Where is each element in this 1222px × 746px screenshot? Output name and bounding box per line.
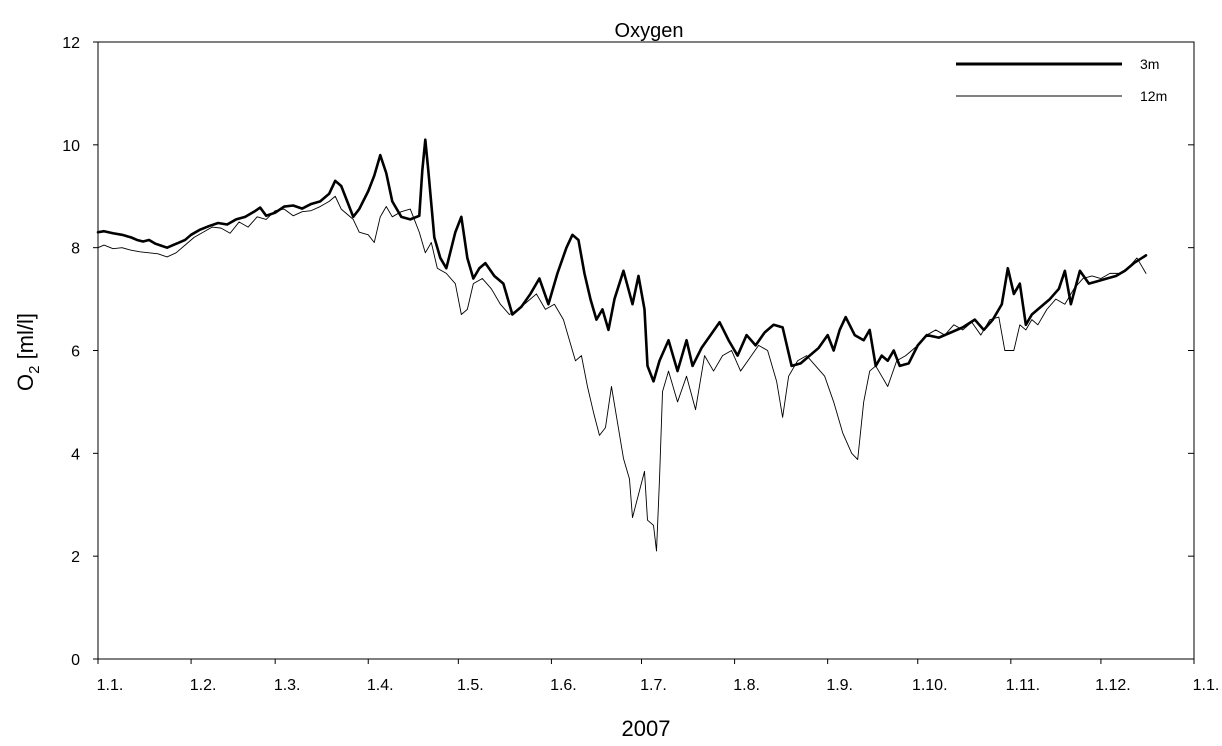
x-tick-label-12: 1.1. [1193,677,1220,694]
x-tick-label-9: 1.10. [912,677,948,694]
y-tick-label-6: 6 [71,344,80,361]
y-tick-label-4: 4 [71,446,80,463]
y-tick-label-2: 2 [71,549,80,566]
y-axis-title-main: O [13,374,38,391]
y-axis-ticks: 0 2 4 6 8 10 12 [62,35,1194,669]
x-tick-label-8: 1.9. [826,677,853,694]
series-layer [96,138,1148,552]
x-tick-label-6: 1.7. [640,677,667,694]
y-axis-title-subscript: 2 [26,366,43,374]
series-line-3m [96,138,1148,383]
y-axis-title-unit: [ml/l] [13,313,38,366]
x-tick-label-10: 1.11. [1006,677,1040,694]
x-tick-label-4: 1.5. [457,677,484,694]
x-axis-ticks: 1.1. 1.2. 1.3. 1.4. 1.5. 1.6. 1.7. 1.8. 1.9. 1.10… [97,659,1220,694]
x-axis-title: 2007 [622,716,671,741]
y-tick-label-12: 12 [62,35,80,52]
y-axis-title: O2 [ml/l] [13,313,43,391]
x-tick-label-1: 1.2. [190,677,217,694]
y-tick-label-8: 8 [71,241,80,258]
x-tick-label-0: 1.1. [97,677,124,694]
x-tick-label-11: 1.12. [1095,677,1131,694]
series-line-12m [97,195,1147,552]
legend-label-12m: 12m [1140,88,1167,104]
legend: 3m 12m [956,56,1167,104]
chart-title: Oxygen [615,20,684,42]
y-tick-label-10: 10 [62,138,80,155]
legend-label-3m: 3m [1140,56,1159,72]
x-tick-label-7: 1.8. [733,677,760,694]
x-tick-label-5: 1.6. [550,677,577,694]
x-tick-label-3: 1.4. [367,677,394,694]
y-tick-label-0: 0 [71,652,80,669]
x-tick-label-2: 1.3. [274,677,301,694]
